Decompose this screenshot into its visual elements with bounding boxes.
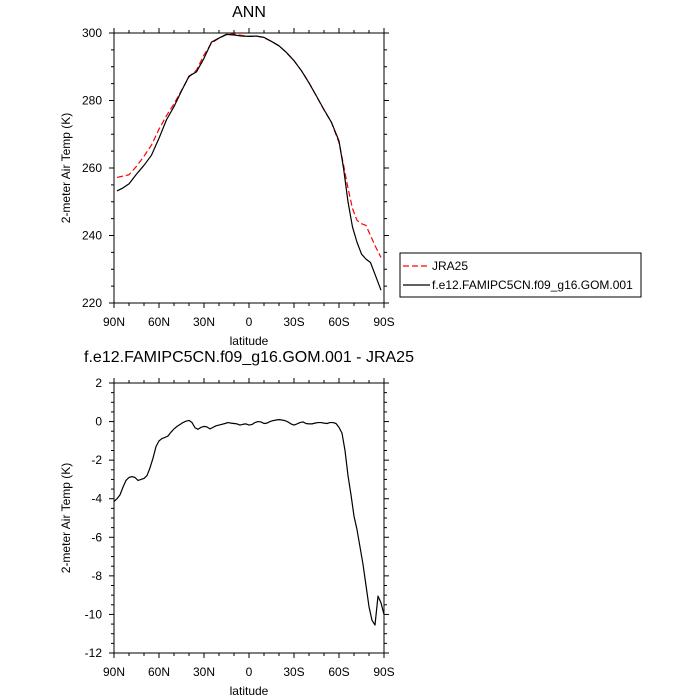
- bottom-x-tick-label: 30S: [283, 665, 304, 679]
- bottom-x-tick-label: 60S: [328, 665, 349, 679]
- bottom-x-tick-label: 90N: [103, 665, 125, 679]
- top-x-tick-label: 30S: [283, 315, 304, 329]
- top-y-tick-label: 300: [82, 26, 102, 40]
- top-y-tick-label: 280: [82, 94, 102, 108]
- top-series-line-model: [116, 33, 382, 291]
- bottom-series-line-difference: [113, 419, 385, 626]
- bottom-y-tick-labels: -12 -10 -8 -6 -4 -2 0 2: [85, 376, 103, 660]
- bottom-plot-frame: [113, 382, 385, 654]
- top-x-tick-label: 60N: [148, 315, 170, 329]
- top-x-tick-label: 0: [246, 315, 253, 329]
- bottom-x-tick-label: 60N: [148, 665, 170, 679]
- bottom-y-tick-label: -6: [91, 530, 102, 544]
- bottom-y-tick-label: -10: [85, 607, 103, 621]
- bottom-x-tick-label: 90S: [373, 665, 394, 679]
- bottom-y-tick-label: -12: [85, 646, 103, 660]
- top-series-lines: [116, 33, 382, 291]
- legend-label-jra25: JRA25: [432, 259, 468, 273]
- bottom-y-tick-label: 2: [95, 376, 102, 390]
- bottom-y-tick-label: 0: [95, 415, 102, 429]
- bottom-y-tick-label: -2: [91, 453, 102, 467]
- bottom-x-tick-label: 30N: [193, 665, 215, 679]
- top-y-tick-label: 260: [82, 161, 102, 175]
- top-y-axis-title: 2-meter Air Temp (K): [59, 113, 73, 223]
- top-plot-frame: [113, 32, 385, 304]
- bottom-x-axis-title: latitude: [230, 684, 269, 698]
- bottom-chart-title: f.e12.FAMIPC5CN.f09_g16.GOM.001 - JRA25: [84, 349, 414, 366]
- top-y-tick-label: 240: [82, 229, 102, 243]
- bottom-y-tick-label: -4: [91, 492, 102, 506]
- legend-label-model: f.e12.FAMIPC5CN.f09_g16.GOM.001: [432, 278, 633, 292]
- top-x-tick-labels: 90N 60N 30N 0 30S 60S 90S: [103, 315, 395, 329]
- top-x-tick-label: 60S: [328, 315, 349, 329]
- bottom-x-tick-label: 0: [246, 665, 253, 679]
- top-x-tick-label: 90N: [103, 315, 125, 329]
- top-x-tick-label: 90S: [373, 315, 394, 329]
- bottom-y-tick-label: -8: [91, 569, 102, 583]
- bottom-series-lines: [113, 419, 385, 626]
- top-chart-title: ANN: [232, 4, 266, 21]
- top-panel: ANN 90N 60N 30N 0 30S 60S 90S 220240260280300 …: [59, 4, 642, 348]
- bottom-y-axis-title: 2-meter Air Temp (K): [59, 463, 73, 573]
- bottom-x-tick-labels: 90N 60N 30N 0 30S 60S 90S: [103, 665, 395, 679]
- top-y-tick-labels: 220 240 260 280 300: [82, 26, 102, 310]
- legend-box: [399, 252, 642, 298]
- top-series-line-jra25: [116, 33, 382, 258]
- top-y-tick-label: 220: [82, 296, 102, 310]
- top-x-tick-label: 30N: [193, 315, 215, 329]
- bottom-panel: f.e12.FAMIPC5CN.f09_g16.GOM.001 - JRA25 …: [59, 349, 414, 698]
- legend: JRA25 f.e12.FAMIPC5CN.f09_g16.GOM.001: [399, 252, 642, 298]
- top-x-axis-title: latitude: [230, 334, 269, 348]
